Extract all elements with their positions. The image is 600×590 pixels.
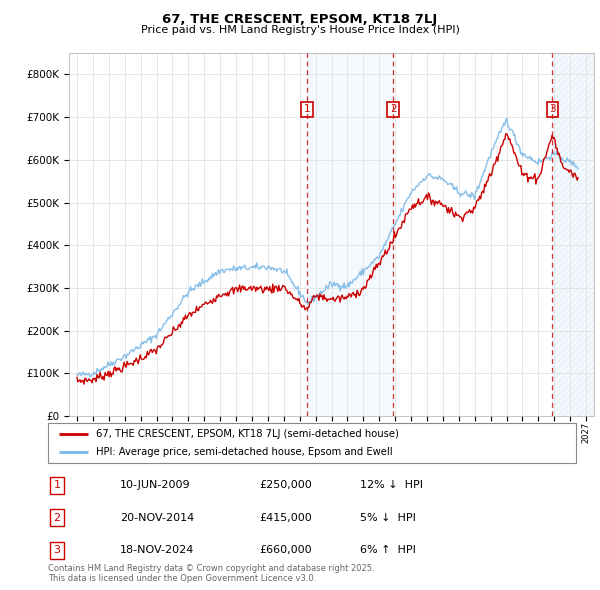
Text: 3: 3 xyxy=(549,104,556,114)
Text: £660,000: £660,000 xyxy=(259,545,312,555)
Text: 3: 3 xyxy=(53,545,61,555)
Text: HPI: Average price, semi-detached house, Epsom and Ewell: HPI: Average price, semi-detached house,… xyxy=(95,447,392,457)
Text: 67, THE CRESCENT, EPSOM, KT18 7LJ: 67, THE CRESCENT, EPSOM, KT18 7LJ xyxy=(163,13,437,26)
Text: 1: 1 xyxy=(53,480,61,490)
Bar xyxy=(307,53,394,416)
Text: 1: 1 xyxy=(304,104,310,114)
FancyBboxPatch shape xyxy=(48,423,576,463)
Text: 18-NOV-2024: 18-NOV-2024 xyxy=(120,545,194,555)
Bar xyxy=(553,53,594,416)
Text: Contains HM Land Registry data © Crown copyright and database right 2025.
This d: Contains HM Land Registry data © Crown c… xyxy=(48,563,374,583)
Text: 6% ↑  HPI: 6% ↑ HPI xyxy=(360,545,416,555)
Text: 10-JUN-2009: 10-JUN-2009 xyxy=(120,480,191,490)
Text: 67, THE CRESCENT, EPSOM, KT18 7LJ (semi-detached house): 67, THE CRESCENT, EPSOM, KT18 7LJ (semi-… xyxy=(95,429,398,439)
Text: 20-NOV-2014: 20-NOV-2014 xyxy=(120,513,194,523)
Text: £415,000: £415,000 xyxy=(259,513,312,523)
Text: 12% ↓  HPI: 12% ↓ HPI xyxy=(360,480,423,490)
Text: 5% ↓  HPI: 5% ↓ HPI xyxy=(360,513,416,523)
Text: 2: 2 xyxy=(53,513,61,523)
Text: Price paid vs. HM Land Registry's House Price Index (HPI): Price paid vs. HM Land Registry's House … xyxy=(140,25,460,35)
Text: 2: 2 xyxy=(390,104,397,114)
Bar xyxy=(553,53,594,416)
Text: £250,000: £250,000 xyxy=(259,480,312,490)
